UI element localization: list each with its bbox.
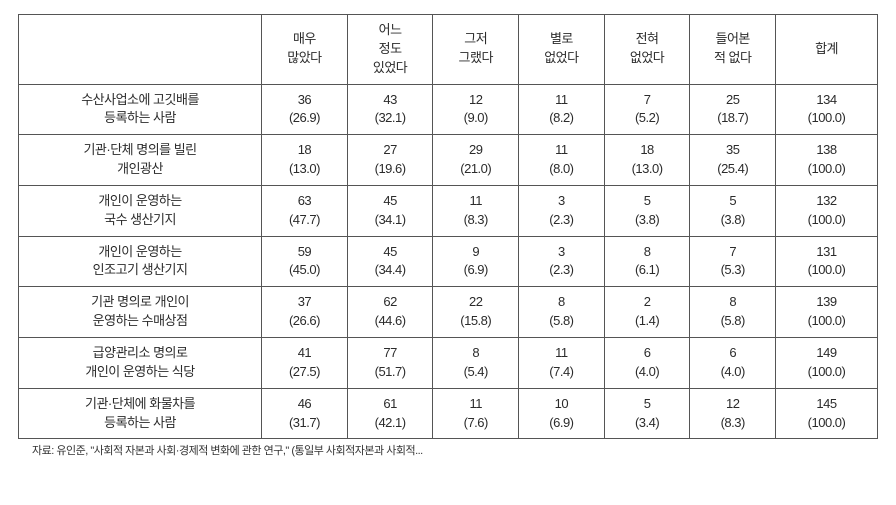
header-row: 매우많았다어느정도있었다그저그랬다별로없었다전혀없었다들어본적 없다합계 (19, 15, 878, 85)
data-cell: 36(26.9) (262, 84, 348, 135)
data-cell: 25(18.7) (690, 84, 776, 135)
data-cell: 5(3.8) (690, 185, 776, 236)
data-cell: 62(44.6) (347, 287, 433, 338)
column-header: 매우많았다 (262, 15, 348, 85)
table-head: 매우많았다어느정도있었다그저그랬다별로없었다전혀없었다들어본적 없다합계 (19, 15, 878, 85)
data-cell: 8(5.8) (690, 287, 776, 338)
row-label: 기관·단체에 화물차를등록하는 사람 (19, 388, 262, 439)
data-cell: 7(5.3) (690, 236, 776, 287)
data-cell: 8(6.1) (604, 236, 690, 287)
table-row: 개인이 운영하는국수 생산기지63(47.7)45(34.1)11(8.3)3(… (19, 185, 878, 236)
data-cell: 145(100.0) (776, 388, 878, 439)
data-cell: 131(100.0) (776, 236, 878, 287)
data-cell: 8(5.8) (519, 287, 605, 338)
data-cell: 11(8.2) (519, 84, 605, 135)
column-header: 별로없었다 (519, 15, 605, 85)
data-cell: 2(1.4) (604, 287, 690, 338)
data-cell: 7(5.2) (604, 84, 690, 135)
table-row: 기관·단체 명의를 빌린개인광산18(13.0)27(19.6)29(21.0)… (19, 135, 878, 186)
row-label: 기관 명의로 개인이운영하는 수매상점 (19, 287, 262, 338)
data-cell: 11(7.4) (519, 337, 605, 388)
data-cell: 12(8.3) (690, 388, 776, 439)
data-cell: 11(8.3) (433, 185, 519, 236)
table-body: 수산사업소에 고깃배를등록하는 사람36(26.9)43(32.1)12(9.0… (19, 84, 878, 439)
data-cell: 5(3.4) (604, 388, 690, 439)
row-label: 수산사업소에 고깃배를등록하는 사람 (19, 84, 262, 135)
table-row: 급양관리소 명의로개인이 운영하는 식당41(27.5)77(51.7)8(5.… (19, 337, 878, 388)
data-cell: 45(34.4) (347, 236, 433, 287)
data-cell: 46(31.7) (262, 388, 348, 439)
data-cell: 5(3.8) (604, 185, 690, 236)
data-cell: 8(5.4) (433, 337, 519, 388)
data-cell: 3(2.3) (519, 236, 605, 287)
data-cell: 10(6.9) (519, 388, 605, 439)
column-header: 전혀없었다 (604, 15, 690, 85)
data-cell: 12(9.0) (433, 84, 519, 135)
data-cell: 35(25.4) (690, 135, 776, 186)
table-row: 수산사업소에 고깃배를등록하는 사람36(26.9)43(32.1)12(9.0… (19, 84, 878, 135)
data-cell: 18(13.0) (262, 135, 348, 186)
data-cell: 77(51.7) (347, 337, 433, 388)
data-cell: 43(32.1) (347, 84, 433, 135)
data-cell: 132(100.0) (776, 185, 878, 236)
row-label: 급양관리소 명의로개인이 운영하는 식당 (19, 337, 262, 388)
data-cell: 9(6.9) (433, 236, 519, 287)
data-cell: 37(26.6) (262, 287, 348, 338)
data-cell: 6(4.0) (604, 337, 690, 388)
table-row: 개인이 운영하는인조고기 생산기지59(45.0)45(34.4)9(6.9)3… (19, 236, 878, 287)
row-label: 기관·단체 명의를 빌린개인광산 (19, 135, 262, 186)
data-cell: 149(100.0) (776, 337, 878, 388)
row-label: 개인이 운영하는국수 생산기지 (19, 185, 262, 236)
data-cell: 11(7.6) (433, 388, 519, 439)
header-blank (19, 15, 262, 85)
data-cell: 61(42.1) (347, 388, 433, 439)
data-cell: 45(34.1) (347, 185, 433, 236)
table-row: 기관 명의로 개인이운영하는 수매상점37(26.6)62(44.6)22(15… (19, 287, 878, 338)
data-cell: 134(100.0) (776, 84, 878, 135)
data-cell: 63(47.7) (262, 185, 348, 236)
column-header: 어느정도있었다 (347, 15, 433, 85)
data-cell: 11(8.0) (519, 135, 605, 186)
data-cell: 27(19.6) (347, 135, 433, 186)
data-cell: 29(21.0) (433, 135, 519, 186)
data-cell: 139(100.0) (776, 287, 878, 338)
column-header: 들어본적 없다 (690, 15, 776, 85)
column-header: 그저그랬다 (433, 15, 519, 85)
data-cell: 18(13.0) (604, 135, 690, 186)
row-label: 개인이 운영하는인조고기 생산기지 (19, 236, 262, 287)
table-row: 기관·단체에 화물차를등록하는 사람46(31.7)61(42.1)11(7.6… (19, 388, 878, 439)
data-cell: 138(100.0) (776, 135, 878, 186)
survey-table: 매우많았다어느정도있었다그저그랬다별로없었다전혀없었다들어본적 없다합계 수산사… (18, 14, 878, 439)
data-cell: 22(15.8) (433, 287, 519, 338)
data-cell: 3(2.3) (519, 185, 605, 236)
column-header: 합계 (776, 15, 878, 85)
data-cell: 41(27.5) (262, 337, 348, 388)
table-footnote: 자료: 유인준, "사회적 자본과 사회·경제적 변화에 관한 연구," (통일… (32, 442, 882, 458)
data-cell: 59(45.0) (262, 236, 348, 287)
data-cell: 6(4.0) (690, 337, 776, 388)
